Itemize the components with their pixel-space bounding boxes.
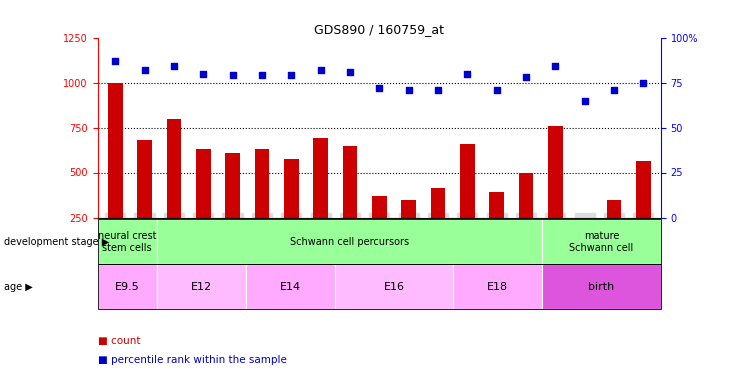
Text: birth: birth <box>589 282 615 292</box>
Bar <box>519 172 533 217</box>
Text: ■ percentile rank within the sample: ■ percentile rank within the sample <box>98 355 286 365</box>
Point <box>139 67 151 73</box>
Point <box>490 87 502 93</box>
Point <box>198 70 210 76</box>
Bar <box>430 188 445 218</box>
Bar <box>607 200 621 217</box>
Bar <box>636 161 650 218</box>
Point <box>578 98 590 104</box>
Point <box>432 87 444 93</box>
Point <box>109 58 121 64</box>
Text: development stage ▶: development stage ▶ <box>4 237 109 247</box>
Point <box>461 70 473 76</box>
Bar <box>489 192 504 217</box>
Point <box>403 87 415 93</box>
Bar <box>167 118 181 218</box>
Point <box>638 80 650 86</box>
Text: mature
Schwann cell: mature Schwann cell <box>569 231 634 253</box>
Bar <box>401 200 416 217</box>
Bar <box>342 146 357 218</box>
Point <box>168 63 180 69</box>
Bar <box>372 196 387 217</box>
Bar <box>196 149 210 217</box>
Text: E16: E16 <box>384 282 405 292</box>
Text: neural crest
stem cells: neural crest stem cells <box>98 231 156 253</box>
Point <box>373 85 385 91</box>
Bar <box>578 217 592 224</box>
Text: Schwann cell percursors: Schwann cell percursors <box>290 237 409 247</box>
Point <box>285 72 297 78</box>
Point <box>344 69 356 75</box>
Point <box>608 87 620 93</box>
Point <box>315 67 327 73</box>
Bar <box>108 82 122 218</box>
Point <box>549 63 561 69</box>
Text: E18: E18 <box>487 282 508 292</box>
Bar <box>137 140 152 218</box>
Bar <box>225 153 240 218</box>
Bar <box>548 126 562 218</box>
Text: E12: E12 <box>191 282 212 292</box>
Bar <box>313 138 328 218</box>
Bar <box>460 144 475 218</box>
Title: GDS890 / 160759_at: GDS890 / 160759_at <box>314 23 445 36</box>
Text: E14: E14 <box>280 282 301 292</box>
Text: age ▶: age ▶ <box>4 282 32 292</box>
Bar <box>284 159 299 218</box>
Point <box>256 72 268 78</box>
Point <box>520 74 532 80</box>
Point <box>227 72 239 78</box>
Text: ■ count: ■ count <box>98 336 140 346</box>
Bar <box>255 149 270 217</box>
Text: E9.5: E9.5 <box>115 282 140 292</box>
